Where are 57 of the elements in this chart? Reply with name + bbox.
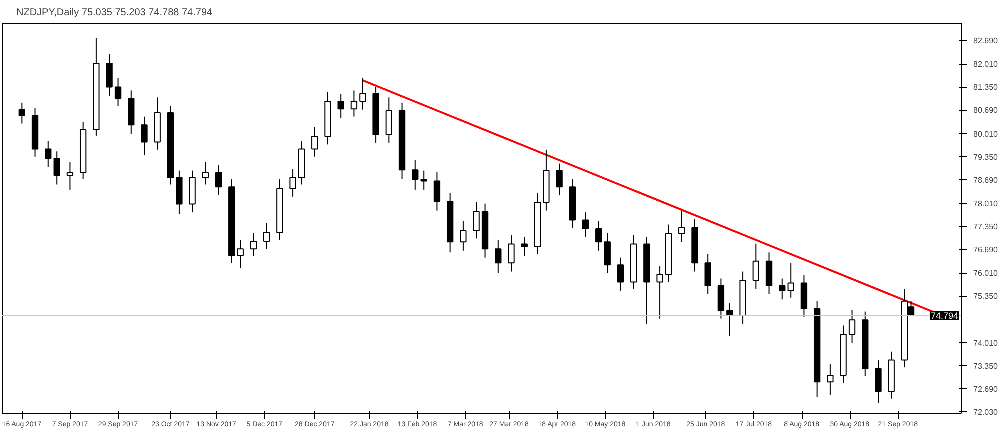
y-tick-label: 76.010	[974, 269, 999, 278]
candlestick	[460, 220, 467, 252]
y-tick-label: 79.350	[974, 152, 999, 162]
candlestick	[656, 266, 664, 320]
candlestick	[54, 151, 60, 186]
candlestick	[250, 232, 258, 257]
candlestick	[106, 54, 113, 96]
candlestick	[215, 165, 222, 196]
candlestick	[263, 222, 270, 250]
candlestick	[338, 94, 344, 120]
candlestick	[434, 172, 441, 212]
y-tick-label: 78.010	[974, 200, 999, 209]
candlestick	[788, 262, 794, 298]
candlestick	[508, 234, 515, 272]
candlestick	[521, 236, 528, 257]
y-tick-label: 74.010	[974, 338, 999, 348]
candlestick	[596, 220, 602, 252]
y-tick-label: 73.350	[974, 362, 999, 371]
y-tick-label: 82.690	[974, 36, 999, 46]
candlestick	[827, 364, 834, 396]
y-tick-label: 80.690	[974, 106, 999, 116]
y-tick-label: 75.350	[974, 292, 999, 302]
candlestick	[582, 212, 590, 238]
candlestick	[779, 278, 786, 300]
candlestick	[141, 116, 148, 156]
candlestick	[556, 163, 563, 196]
candlestick	[66, 162, 74, 190]
candlestick	[617, 257, 624, 292]
y-tick-label: 78.690	[974, 176, 999, 185]
candlestick	[412, 160, 419, 190]
candlestick	[114, 78, 122, 107]
y-tick-label: 82.010	[974, 60, 999, 70]
candlestick	[45, 140, 52, 168]
candlestick	[848, 310, 856, 344]
y-tick-label: 80.010	[974, 130, 999, 139]
candlestick	[604, 232, 611, 274]
y-tick-label: 81.350	[974, 83, 999, 92]
candlestick	[350, 90, 358, 118]
y-tick-label: 76.690	[974, 245, 999, 254]
candlestick	[18, 102, 26, 124]
candlestick	[704, 254, 712, 295]
y-tick-label: 77.350	[974, 222, 999, 232]
candlestick	[752, 243, 760, 290]
candlestick	[473, 202, 480, 240]
candlestick	[875, 360, 882, 404]
candlestick	[360, 78, 366, 110]
candlestick	[312, 126, 318, 158]
candlestick	[495, 240, 502, 274]
candlestick	[237, 240, 244, 269]
candlestick	[290, 168, 296, 198]
candlestick	[678, 210, 686, 243]
chart-title: NZDJPY,Daily 75.035 75.203 74.788 74.794	[16, 8, 214, 18]
candlestick	[420, 170, 428, 190]
candlestick	[202, 162, 209, 186]
ref-line-label: 74.794	[930, 311, 959, 322]
y-tick-label: 72.690	[974, 384, 999, 394]
y-tick-label: 72.030	[974, 408, 999, 417]
